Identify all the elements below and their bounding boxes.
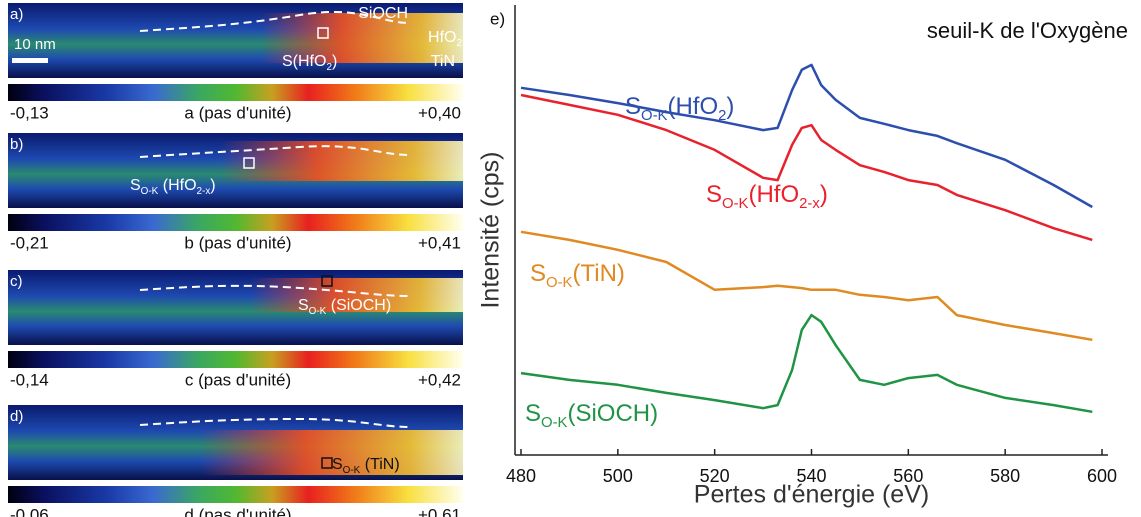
series-label: SO-K(HfO2) (625, 93, 734, 124)
colorbar-max: +0,40 (418, 103, 461, 122)
spectrum-chart: e) seuil-K de l'Oxygène 480 500 520 540 560 580… (477, 5, 1128, 509)
subscript: O-K (141, 186, 159, 197)
roi-square (321, 275, 333, 287)
roi-square (317, 27, 329, 39)
colorbar-min: -0,13 (10, 103, 49, 122)
x-tick-label: 560 (893, 466, 923, 486)
text-part: ) (210, 177, 215, 194)
colorbar-label: b (pas d'unité) (184, 233, 291, 252)
colorbar (8, 84, 463, 101)
scale-label: 10 nm (14, 36, 56, 53)
colorbar-min: -0,06 (10, 505, 49, 517)
text-part: (TiN) (572, 260, 624, 287)
subscript: O-K (541, 415, 568, 431)
text-part: S (625, 93, 641, 120)
interface-line (139, 145, 411, 158)
colorbar-min: -0,14 (10, 370, 49, 389)
roi-square (321, 457, 333, 469)
colorbar-max: +0,42 (418, 370, 461, 389)
panel-letter: d) (10, 408, 23, 425)
series-label: SO-K(SiOCH) (525, 400, 658, 431)
x-tick-label: 600 (1087, 466, 1117, 486)
subscript: O-K (722, 196, 749, 212)
text-part: (HfO (748, 181, 799, 208)
text-part: S (525, 400, 541, 427)
colorbar-max: +0,61 (418, 505, 461, 517)
colorbar-label: c (pas d'unité) (185, 370, 291, 389)
subscript: O-K (309, 306, 327, 317)
map-panel: b) SO-K (HfO2-x) -0,21 b (pas d'unité) +0,41 (8, 133, 463, 252)
x-tick-label: 540 (796, 466, 826, 486)
subscript: O-K (343, 465, 361, 476)
subscript: 2 (718, 108, 726, 124)
colorbar-min: -0,21 (10, 233, 49, 252)
text-part: S(HfO (282, 53, 326, 70)
panel-letter: b) (10, 136, 23, 153)
colorbar-max: +0,41 (418, 233, 461, 252)
subscript: 2 (326, 62, 332, 73)
spectrum-line (520, 63, 1093, 209)
panel-letter: e) (490, 9, 505, 28)
series-label: SO-K(HfO2-x) (706, 181, 828, 212)
text-part: ) (820, 181, 828, 208)
text-part: (HfO (158, 177, 196, 194)
annotation: SO-K (SiOCH) (298, 297, 391, 317)
colorbar-label: d (pas d'unité) (184, 505, 291, 517)
spectrum-line (520, 93, 1093, 242)
text-part: S (130, 177, 141, 194)
annotation: TiN (431, 53, 455, 70)
text-part: S (332, 456, 343, 473)
map-hot-region (260, 13, 463, 63)
colorbar-label: a (pas d'unité) (184, 103, 291, 122)
subscript: 2-x (799, 196, 820, 212)
interface-line (139, 284, 411, 297)
text-part: S (706, 181, 722, 208)
colorbar (8, 351, 463, 368)
interface-line (139, 417, 411, 428)
text-part: ) (726, 93, 734, 120)
text-part: ) (332, 53, 337, 70)
text-part: (SiOCH) (567, 400, 658, 427)
chart-title: seuil-K de l'Oxygène (927, 18, 1128, 43)
map-panel: d) SO-K (TiN) -0,06 d (pas d'unité) +0,61 (8, 405, 463, 517)
spectrum-line (520, 230, 1093, 342)
panel-letter: c) (10, 273, 23, 290)
colorbar (8, 486, 463, 503)
annotation: HfO2 (428, 29, 462, 49)
panel-letter: a) (10, 6, 23, 23)
text-part: S (530, 260, 546, 287)
subscript: O-K (546, 275, 573, 291)
annotation: SiOCH (358, 5, 408, 22)
subscript: 2 (456, 38, 462, 49)
annotation: SO-K (TiN) (332, 456, 400, 476)
map-hot-region (250, 278, 463, 312)
roi-square (243, 157, 255, 169)
x-tick-label: 500 (603, 466, 633, 486)
annotation: S(HfO2) (282, 53, 337, 73)
x-axis-label: Pertes d'énergie (eV) (694, 481, 929, 509)
text-part: SiOCH (358, 5, 408, 22)
subscript: 2-x (197, 186, 211, 197)
text-part: S (298, 297, 309, 314)
subscript: O-K (641, 108, 668, 124)
colorbar (8, 214, 463, 231)
text-part: (TiN) (360, 456, 399, 473)
text-part: (SiOCH) (326, 297, 391, 314)
y-axis-label: Intensité (cps) (477, 151, 505, 308)
x-tick-label: 520 (700, 466, 730, 486)
spectrum-line (520, 313, 1093, 414)
scale-bar (12, 58, 48, 63)
map-panel: c) SO-K (SiOCH) -0,14 c (pas d'unité) +0,42 (8, 270, 463, 389)
x-tick-label: 480 (506, 466, 536, 486)
text-part: HfO (428, 29, 456, 46)
annotation: SO-K (HfO2-x) (130, 177, 216, 197)
interface-line (139, 11, 411, 32)
text-part: (HfO (667, 93, 718, 120)
text-part: TiN (431, 53, 455, 70)
series-label: SO-K(TiN) (530, 260, 625, 291)
x-tick-label: 580 (990, 466, 1020, 486)
